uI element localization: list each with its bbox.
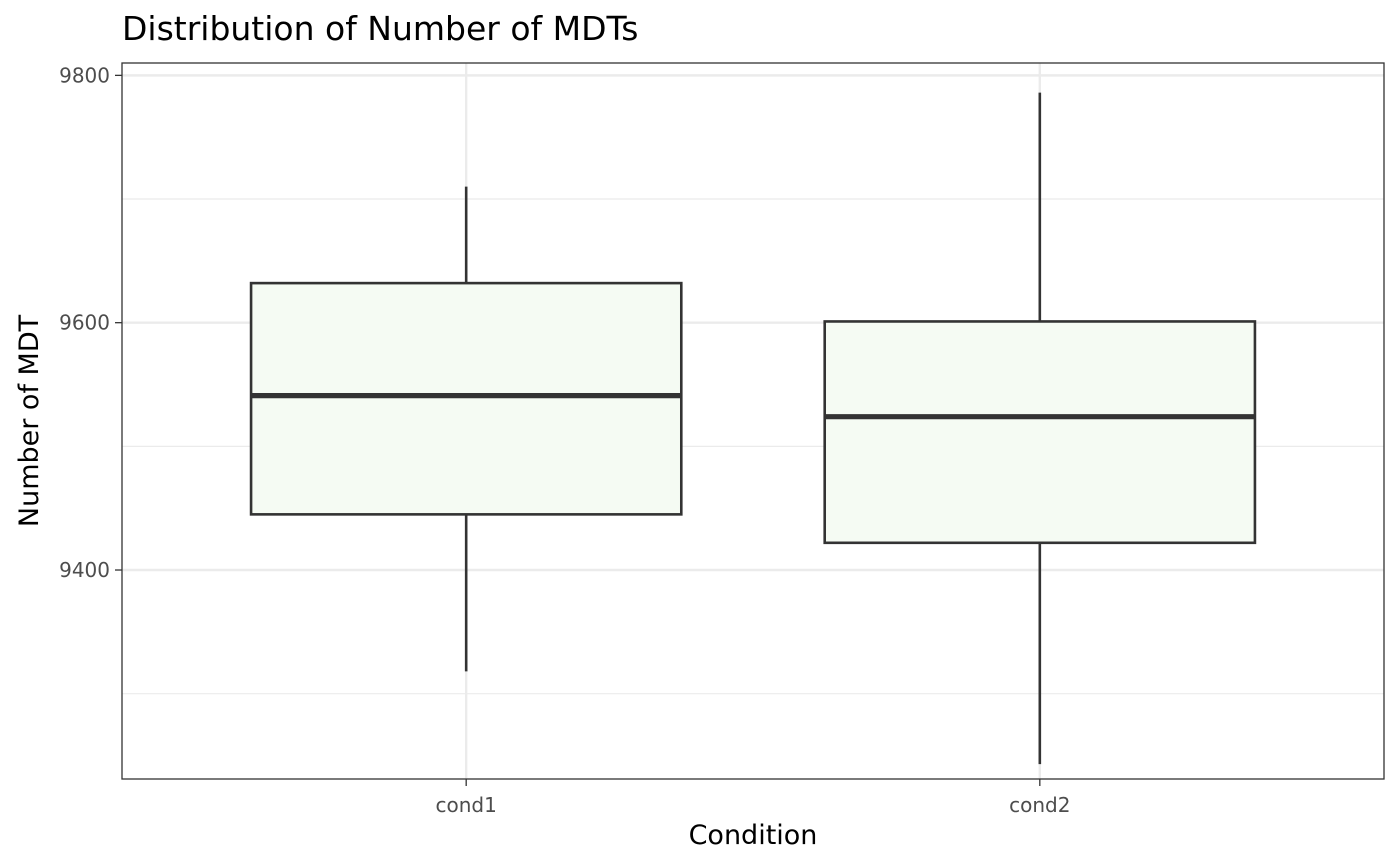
x-tick-label: cond2 — [1009, 793, 1070, 817]
box-cond1 — [249, 186, 683, 672]
chart-title: Distribution of Number of MDTs — [122, 9, 638, 48]
box-iqr — [823, 320, 1257, 545]
y-axis: 9400 9600 9800 — [59, 63, 122, 582]
box-iqr — [249, 281, 683, 516]
panel-border — [121, 62, 1385, 780]
y-tick-label: 9400 — [59, 558, 110, 582]
x-axis-title: Condition — [689, 820, 818, 851]
boxes — [249, 92, 1257, 765]
x-tick-label: cond1 — [436, 793, 497, 817]
x-axis: cond1 cond2 — [436, 779, 1070, 817]
box-cond2 — [823, 92, 1257, 765]
y-axis-title: Number of MDT — [14, 314, 45, 527]
y-tick-label: 9600 — [59, 311, 110, 335]
y-tick-label: 9800 — [59, 63, 110, 87]
